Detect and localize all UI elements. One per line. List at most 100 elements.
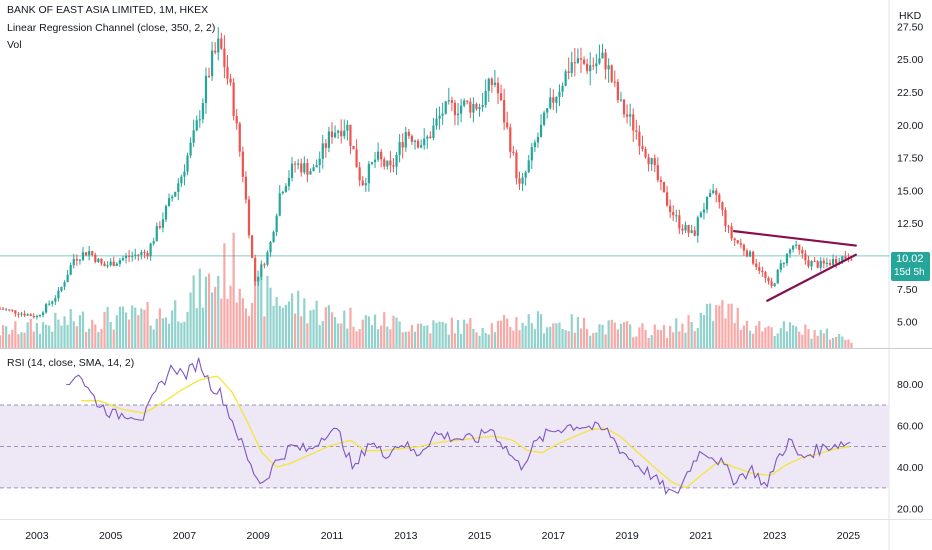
candle[interactable] xyxy=(373,159,377,163)
candle[interactable] xyxy=(241,151,244,177)
candle[interactable] xyxy=(727,226,730,228)
candle[interactable] xyxy=(625,114,629,117)
candle[interactable] xyxy=(66,274,69,283)
candle[interactable] xyxy=(641,146,644,150)
candle[interactable] xyxy=(376,151,380,160)
candle[interactable] xyxy=(272,232,275,242)
candle[interactable] xyxy=(607,65,610,70)
candle[interactable] xyxy=(137,254,140,256)
candle[interactable] xyxy=(542,112,546,125)
candle[interactable] xyxy=(395,154,398,167)
candle[interactable] xyxy=(748,251,752,257)
candle[interactable] xyxy=(330,131,334,138)
candle[interactable] xyxy=(214,50,217,53)
candle[interactable] xyxy=(564,71,567,86)
candle[interactable] xyxy=(287,177,291,187)
candle[interactable] xyxy=(825,262,829,264)
candle[interactable] xyxy=(656,165,659,181)
candle[interactable] xyxy=(161,219,165,228)
candle[interactable] xyxy=(650,158,653,165)
candle[interactable] xyxy=(140,252,143,255)
candle[interactable] xyxy=(94,254,97,262)
candle[interactable] xyxy=(810,261,813,267)
candle[interactable] xyxy=(509,127,512,152)
candle[interactable] xyxy=(306,163,309,175)
candle[interactable] xyxy=(463,100,466,106)
candle[interactable] xyxy=(653,158,656,166)
candle[interactable] xyxy=(284,186,287,192)
candle[interactable] xyxy=(644,149,647,158)
candle[interactable] xyxy=(718,194,721,203)
candle[interactable] xyxy=(616,81,619,101)
candle[interactable] xyxy=(324,143,327,148)
candle[interactable] xyxy=(174,191,177,197)
candle[interactable] xyxy=(48,303,51,305)
candle[interactable] xyxy=(124,255,128,259)
candle[interactable] xyxy=(761,270,764,272)
candle[interactable] xyxy=(730,226,733,239)
candle[interactable] xyxy=(601,52,604,59)
candle[interactable] xyxy=(293,163,297,165)
candle[interactable] xyxy=(484,90,487,106)
candle[interactable] xyxy=(149,243,152,257)
candle[interactable] xyxy=(269,241,272,253)
candle[interactable] xyxy=(217,38,220,53)
candle[interactable] xyxy=(380,151,383,160)
candle[interactable] xyxy=(235,116,238,124)
candle[interactable] xyxy=(78,259,82,261)
candle[interactable] xyxy=(11,309,14,311)
candle[interactable] xyxy=(767,277,770,282)
candle[interactable] xyxy=(589,65,592,72)
candle[interactable] xyxy=(401,142,404,148)
candle[interactable] xyxy=(413,140,417,142)
candle[interactable] xyxy=(665,192,669,206)
candle[interactable] xyxy=(364,183,367,186)
candle[interactable] xyxy=(773,283,776,287)
candle[interactable] xyxy=(88,251,91,256)
candle[interactable] xyxy=(263,264,266,266)
candle[interactable] xyxy=(183,171,186,177)
candle[interactable] xyxy=(850,259,853,261)
candle[interactable] xyxy=(831,259,835,265)
candle[interactable] xyxy=(546,108,549,113)
candle[interactable] xyxy=(57,290,60,299)
candle[interactable] xyxy=(164,206,168,220)
candle[interactable] xyxy=(100,258,103,264)
candle[interactable] xyxy=(530,147,533,161)
candle[interactable] xyxy=(632,114,635,131)
candle[interactable] xyxy=(779,263,782,270)
candle[interactable] xyxy=(407,131,410,136)
candle[interactable] xyxy=(558,91,561,97)
candle[interactable] xyxy=(315,165,318,168)
candle[interactable] xyxy=(675,215,678,217)
candle[interactable] xyxy=(702,209,706,213)
candle[interactable] xyxy=(438,115,441,119)
rsi-title[interactable]: RSI (14, close, SMA, 14, 2) xyxy=(7,357,135,369)
candle[interactable] xyxy=(435,118,438,126)
candle[interactable] xyxy=(260,264,263,277)
candle[interactable] xyxy=(346,124,349,131)
candle[interactable] xyxy=(592,65,595,67)
candle[interactable] xyxy=(567,71,570,73)
candle[interactable] xyxy=(487,78,490,91)
candle[interactable] xyxy=(281,191,284,194)
candle[interactable] xyxy=(533,142,536,148)
candle[interactable] xyxy=(171,196,174,199)
candle[interactable] xyxy=(573,62,576,64)
candle[interactable] xyxy=(232,82,235,117)
candle[interactable] xyxy=(192,130,195,143)
candle[interactable] xyxy=(721,202,724,211)
candle[interactable] xyxy=(72,259,75,266)
candle[interactable] xyxy=(579,58,583,60)
candle[interactable] xyxy=(506,122,509,128)
candle[interactable] xyxy=(0,308,2,310)
candle[interactable] xyxy=(91,251,94,255)
candle[interactable] xyxy=(45,304,48,313)
candle[interactable] xyxy=(275,215,278,233)
candle[interactable] xyxy=(38,315,42,317)
candle[interactable] xyxy=(198,119,201,121)
candle[interactable] xyxy=(512,151,515,153)
candle[interactable] xyxy=(813,261,816,263)
candle[interactable] xyxy=(724,210,727,227)
candle[interactable] xyxy=(622,99,626,115)
